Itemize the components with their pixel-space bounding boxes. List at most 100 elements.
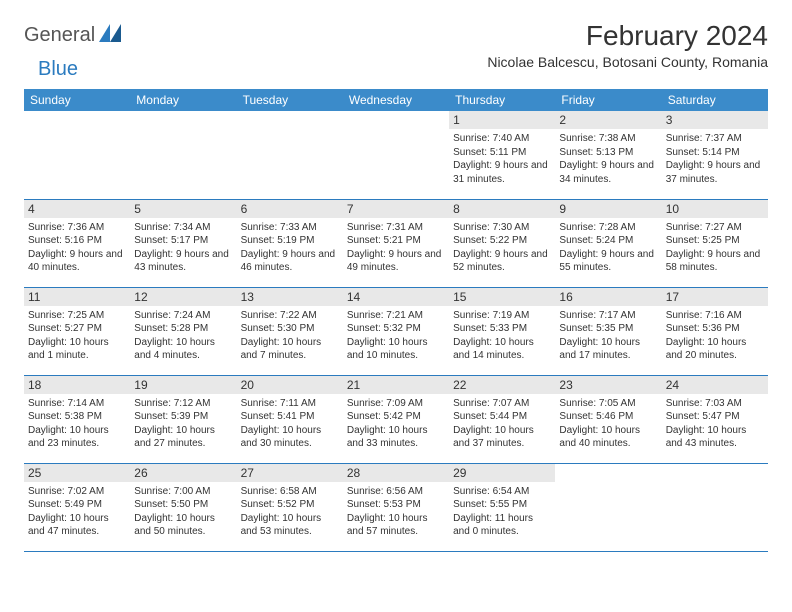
day-number: 26 [130, 464, 236, 482]
day-number: 1 [449, 111, 555, 129]
calendar-day-cell: 5 Sunrise: 7:34 AMSunset: 5:17 PMDaylight… [130, 199, 236, 287]
day-number: 21 [343, 376, 449, 394]
day-info: Sunrise: 7:33 AMSunset: 5:19 PMDaylight:… [241, 221, 339, 275]
day-number: 22 [449, 376, 555, 394]
calendar-table: SundayMondayTuesdayWednesdayThursdayFrid… [24, 89, 768, 552]
day-info: Sunrise: 7:27 AMSunset: 5:25 PMDaylight:… [666, 221, 764, 275]
calendar-day-cell: 17 Sunrise: 7:16 AMSunset: 5:36 PMDayligh… [662, 287, 768, 375]
calendar-day-cell: 28 Sunrise: 6:56 AMSunset: 5:53 PMDayligh… [343, 463, 449, 551]
day-info: Sunrise: 7:03 AMSunset: 5:47 PMDaylight:… [666, 397, 764, 451]
calendar-day-cell: 21 Sunrise: 7:09 AMSunset: 5:42 PMDayligh… [343, 375, 449, 463]
day-info: Sunrise: 7:37 AMSunset: 5:14 PMDaylight:… [666, 132, 764, 186]
day-number: 15 [449, 288, 555, 306]
column-header: Saturday [662, 89, 768, 111]
column-header: Sunday [24, 89, 130, 111]
day-number: 29 [449, 464, 555, 482]
day-info: Sunrise: 7:24 AMSunset: 5:28 PMDaylight:… [134, 309, 232, 363]
day-number: 10 [662, 200, 768, 218]
day-number: 8 [449, 200, 555, 218]
day-info: Sunrise: 7:34 AMSunset: 5:17 PMDaylight:… [134, 221, 232, 275]
calendar-day-cell: 18 Sunrise: 7:14 AMSunset: 5:38 PMDayligh… [24, 375, 130, 463]
calendar-day-cell: 27Sunrise: 6:58 AMSunset: 5:52 PMDayligh… [237, 463, 343, 551]
day-info: Sunrise: 7:11 AMSunset: 5:41 PMDaylight:… [241, 397, 339, 451]
title-block: February 2024 Nicolae Balcescu, Botosani… [487, 20, 768, 70]
calendar-day-cell: 23Sunrise: 7:05 AMSunset: 5:46 PMDayligh… [555, 375, 661, 463]
calendar-week-row: 25 Sunrise: 7:02 AMSunset: 5:49 PMDayligh… [24, 463, 768, 551]
day-number: 5 [130, 200, 236, 218]
day-number: 12 [130, 288, 236, 306]
day-info: Sunrise: 7:09 AMSunset: 5:42 PMDaylight:… [347, 397, 445, 451]
column-header: Thursday [449, 89, 555, 111]
calendar-day-cell: 4Sunrise: 7:36 AMSunset: 5:16 PMDaylight… [24, 199, 130, 287]
calendar-day-cell: 12 Sunrise: 7:24 AMSunset: 5:28 PMDayligh… [130, 287, 236, 375]
calendar-day-cell: 15 Sunrise: 7:19 AMSunset: 5:33 PMDayligh… [449, 287, 555, 375]
triangle-icon [99, 24, 121, 47]
calendar-day-cell: 29 Sunrise: 6:54 AMSunset: 5:55 PMDayligh… [449, 463, 555, 551]
calendar-day-cell: 25 Sunrise: 7:02 AMSunset: 5:49 PMDayligh… [24, 463, 130, 551]
calendar-day-cell: 1 Sunrise: 7:40 AMSunset: 5:11 PMDaylight… [449, 111, 555, 199]
day-info: Sunrise: 7:17 AMSunset: 5:35 PMDaylight:… [559, 309, 657, 363]
column-header: Monday [130, 89, 236, 111]
calendar-day-cell: 8 Sunrise: 7:30 AMSunset: 5:22 PMDaylight… [449, 199, 555, 287]
day-info: Sunrise: 7:07 AMSunset: 5:44 PMDaylight:… [453, 397, 551, 451]
day-info: Sunrise: 7:31 AMSunset: 5:21 PMDaylight:… [347, 221, 445, 275]
calendar-day-cell: .. [343, 111, 449, 199]
calendar-day-cell: 6 Sunrise: 7:33 AMSunset: 5:19 PMDaylight… [237, 199, 343, 287]
day-info: Sunrise: 6:56 AMSunset: 5:53 PMDaylight:… [347, 485, 445, 539]
day-info: Sunrise: 7:14 AMSunset: 5:38 PMDaylight:… [28, 397, 126, 451]
day-info: Sunrise: 7:28 AMSunset: 5:24 PMDaylight:… [559, 221, 657, 275]
calendar-day-cell: 26Sunrise: 7:00 AMSunset: 5:50 PMDayligh… [130, 463, 236, 551]
day-number: 3 [662, 111, 768, 129]
page-title: February 2024 [487, 20, 768, 52]
day-number: 14 [343, 288, 449, 306]
calendar-day-cell: 16 Sunrise: 7:17 AMSunset: 5:35 PMDayligh… [555, 287, 661, 375]
column-header: Tuesday [237, 89, 343, 111]
day-info: Sunrise: 7:21 AMSunset: 5:32 PMDaylight:… [347, 309, 445, 363]
column-header: Wednesday [343, 89, 449, 111]
day-number: 18 [24, 376, 130, 394]
calendar-week-row: ........1Sunrise: 7:40 AMSunset: 5:11 PM… [24, 111, 768, 199]
logo: General [24, 20, 123, 47]
day-info: Sunrise: 7:12 AMSunset: 5:39 PMDaylight:… [134, 397, 232, 451]
calendar-day-cell: 10 Sunrise: 7:27 AMSunset: 5:25 PMDayligh… [662, 199, 768, 287]
day-number: 9 [555, 200, 661, 218]
day-number: 25 [24, 464, 130, 482]
day-number: 13 [237, 288, 343, 306]
day-info: Sunrise: 6:58 AMSunset: 5:52 PMDaylight:… [241, 485, 339, 539]
calendar-day-cell: 11Sunrise: 7:25 AMSunset: 5:27 PMDayligh… [24, 287, 130, 375]
day-number: 28 [343, 464, 449, 482]
calendar-day-cell: 19Sunrise: 7:12 AMSunset: 5:39 PMDayligh… [130, 375, 236, 463]
calendar-day-cell: 3 Sunrise: 7:37 AMSunset: 5:14 PMDaylight… [662, 111, 768, 199]
day-info: Sunrise: 7:38 AMSunset: 5:13 PMDaylight:… [559, 132, 657, 186]
day-number: 6 [237, 200, 343, 218]
day-info: Sunrise: 7:25 AMSunset: 5:27 PMDaylight:… [28, 309, 126, 363]
day-info: Sunrise: 6:54 AMSunset: 5:55 PMDaylight:… [453, 485, 551, 539]
day-info: Sunrise: 7:19 AMSunset: 5:33 PMDaylight:… [453, 309, 551, 363]
calendar-day-cell: .. [130, 111, 236, 199]
day-number: 2 [555, 111, 661, 129]
day-number: 16 [555, 288, 661, 306]
day-info: Sunrise: 7:40 AMSunset: 5:11 PMDaylight:… [453, 132, 551, 186]
calendar-day-cell: .. [555, 463, 661, 551]
calendar-day-cell: 24 Sunrise: 7:03 AMSunset: 5:47 PMDayligh… [662, 375, 768, 463]
calendar-day-cell: 9 Sunrise: 7:28 AMSunset: 5:24 PMDaylight… [555, 199, 661, 287]
location-text: Nicolae Balcescu, Botosani County, Roman… [487, 54, 768, 70]
calendar-day-cell: 7Sunrise: 7:31 AMSunset: 5:21 PMDaylight… [343, 199, 449, 287]
column-header: Friday [555, 89, 661, 111]
day-number: 17 [662, 288, 768, 306]
day-number: 24 [662, 376, 768, 394]
calendar-week-row: 11Sunrise: 7:25 AMSunset: 5:27 PMDayligh… [24, 287, 768, 375]
calendar-week-row: 18 Sunrise: 7:14 AMSunset: 5:38 PMDayligh… [24, 375, 768, 463]
day-info: Sunrise: 7:02 AMSunset: 5:49 PMDaylight:… [28, 485, 126, 539]
day-info: Sunrise: 7:30 AMSunset: 5:22 PMDaylight:… [453, 221, 551, 275]
calendar-day-cell: 13Sunrise: 7:22 AMSunset: 5:30 PMDayligh… [237, 287, 343, 375]
day-info: Sunrise: 7:16 AMSunset: 5:36 PMDaylight:… [666, 309, 764, 363]
calendar-day-cell: .. [24, 111, 130, 199]
calendar-day-cell: .. [237, 111, 343, 199]
calendar-day-cell: 14 Sunrise: 7:21 AMSunset: 5:32 PMDayligh… [343, 287, 449, 375]
calendar-day-cell: 22 Sunrise: 7:07 AMSunset: 5:44 PMDayligh… [449, 375, 555, 463]
calendar-week-row: 4Sunrise: 7:36 AMSunset: 5:16 PMDaylight… [24, 199, 768, 287]
day-info: Sunrise: 7:36 AMSunset: 5:16 PMDaylight:… [28, 221, 126, 275]
calendar-day-cell: .. [662, 463, 768, 551]
logo-text-blue: Blue [38, 58, 78, 81]
